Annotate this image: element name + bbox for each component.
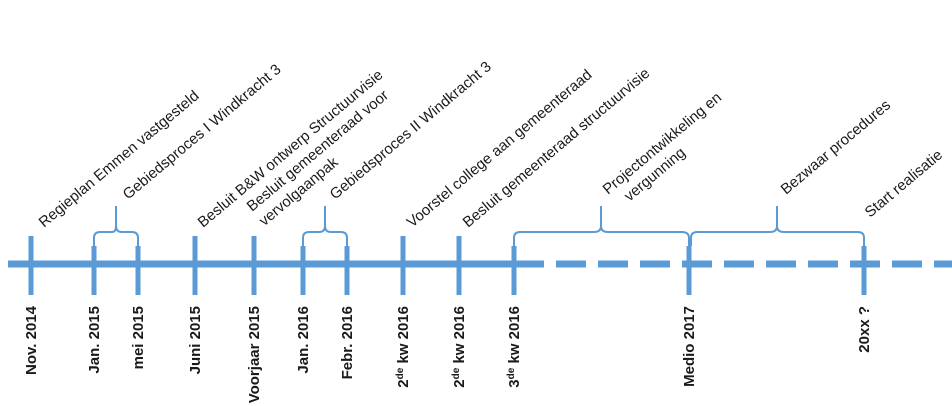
date-jan-2015: Jan. 2015: [86, 306, 103, 374]
date-mei-2015: mei 2015: [130, 306, 147, 369]
event-bezwaar-procedures: Bezwaar procedures: [778, 97, 894, 198]
date-nov-2014: Nov. 2014: [23, 305, 40, 375]
date-3de-kw-2016: 3de kw 2016: [506, 306, 524, 388]
timeline-brackets: [93, 206, 865, 246]
bracket-gebiedsproces-1: [93, 206, 139, 246]
date-2de-kw-2016-b: 2de kw 2016: [451, 306, 469, 388]
date-20xx: 20xx ?: [856, 306, 873, 353]
bracket-gebiedsproces-2: [302, 206, 348, 246]
bracket-projectontwikkeling: [513, 206, 690, 246]
event-projectontwikkeling: Projectontwikkeling en vergunning: [600, 86, 741, 212]
dates-below: Nov. 2014 Jan. 2015 mei 2015 Juni 2015 V…: [23, 305, 873, 403]
timeline-ticks: [28, 236, 867, 295]
date-voorjaar-2015: Voorjaar 2015: [246, 306, 263, 403]
bracket-bezwaar: [690, 206, 865, 246]
events-above: Regieplan Emmen vastgesteld Gebiedsproce…: [36, 58, 946, 231]
date-febr-2016: Febr. 2016: [339, 306, 356, 379]
event-start-realisatie: Start realisatie: [862, 146, 946, 221]
date-juni-2015: Juni 2015: [187, 306, 204, 374]
date-jan-2016: Jan. 2016: [295, 306, 312, 374]
date-medio-2017: Medio 2017: [681, 306, 698, 387]
date-2de-kw-2016-a: 2de kw 2016: [395, 306, 413, 388]
